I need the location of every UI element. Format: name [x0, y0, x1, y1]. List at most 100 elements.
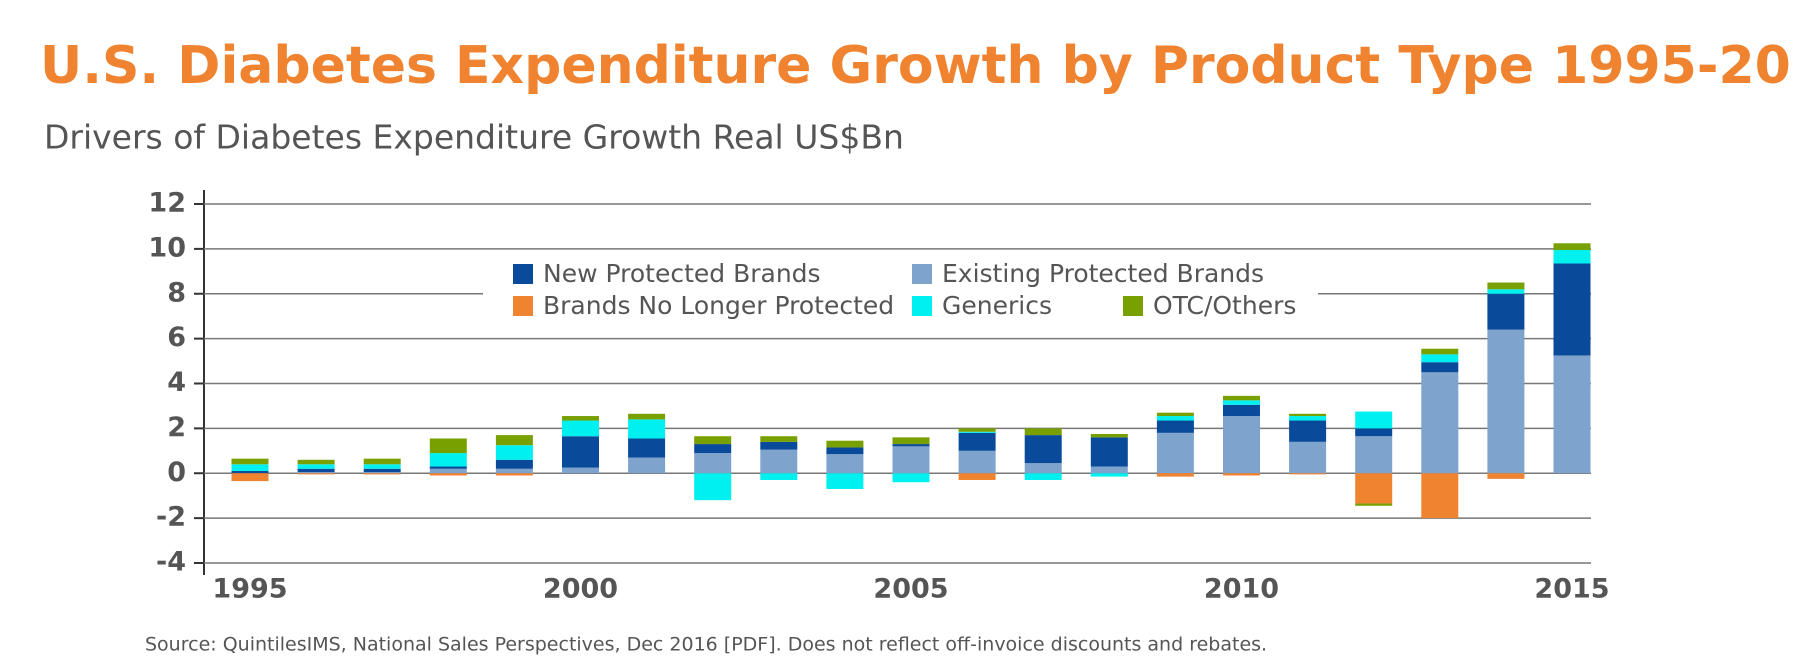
- bar-segment: [429, 466, 467, 469]
- bar-segment: [1024, 473, 1062, 480]
- y-tick-label: 2: [167, 412, 186, 443]
- bar-segment: [892, 437, 930, 445]
- bar-segment: [1289, 413, 1327, 417]
- bar-segment: [1156, 432, 1194, 474]
- bar-segment: [562, 420, 599, 437]
- legend-swatch: [912, 296, 932, 316]
- bar-segment: [1090, 466, 1128, 474]
- bar-segment: [1024, 428, 1062, 436]
- bar-segment: [1355, 503, 1393, 506]
- bar-segment: [1553, 243, 1591, 250]
- bar-segment: [562, 416, 599, 421]
- bar-segment: [297, 459, 335, 465]
- bar-segment: [958, 473, 996, 480]
- bar-segment: [1223, 473, 1260, 476]
- bar-segment: [1421, 372, 1459, 474]
- bar-segment: [892, 444, 930, 447]
- bar-segment: [429, 438, 467, 454]
- legend-label: Generics: [942, 291, 1052, 320]
- bar-segment: [1223, 404, 1260, 417]
- bar-segment: [1156, 420, 1194, 433]
- bar-segment: [760, 449, 798, 474]
- bar-segment: [429, 453, 467, 467]
- bar-segment: [1487, 289, 1525, 294]
- bar-segment: [1289, 420, 1327, 442]
- bar-segment: [297, 472, 335, 474]
- legend-label: New Protected Brands: [543, 259, 821, 288]
- bar-segment: [1421, 473, 1459, 519]
- y-tick-label: 6: [167, 322, 186, 353]
- bar-segment: [1355, 436, 1393, 474]
- bar-segment: [694, 444, 732, 454]
- bar-segment: [1355, 428, 1393, 437]
- y-tick-label: 4: [167, 367, 186, 398]
- bar-segment: [628, 457, 666, 474]
- bar-segment: [1355, 473, 1393, 504]
- bar-segment: [1487, 293, 1525, 330]
- x-tick-label: 2005: [873, 574, 948, 605]
- chart-subtitle: Drivers of Diabetes Expenditure Growth R…: [44, 118, 904, 157]
- bar-segment: [826, 473, 864, 489]
- bar-segment: [231, 471, 269, 474]
- legend-swatch: [1123, 296, 1143, 316]
- y-tick-label: 0: [167, 457, 186, 488]
- legend-label: OTC/Others: [1153, 291, 1296, 320]
- bar-segment: [826, 440, 864, 448]
- bar-segment: [694, 453, 732, 474]
- bar-segment: [760, 473, 798, 480]
- legend-label: Brands No Longer Protected: [543, 291, 894, 320]
- y-tick-label: 10: [148, 232, 186, 263]
- bar-segment: [628, 438, 666, 458]
- bar-segment: [1553, 355, 1591, 474]
- legend-box: [483, 259, 1318, 323]
- bar-segment: [760, 436, 798, 442]
- y-tick-label: 12: [148, 188, 186, 219]
- bar-segment: [297, 468, 335, 473]
- bar-segment: [1289, 473, 1327, 475]
- y-tick-label: 8: [167, 277, 186, 308]
- bar-segment: [1223, 400, 1260, 405]
- bar-segment: [958, 450, 996, 474]
- bar-segment: [495, 473, 533, 476]
- bar-segment: [958, 428, 996, 432]
- bar-segment: [363, 473, 401, 475]
- bar-segment: [1355, 411, 1393, 429]
- bar-segment: [495, 459, 533, 469]
- bar-segment: [1289, 441, 1327, 474]
- bar-segment: [1487, 473, 1525, 479]
- bar-segment: [562, 467, 599, 474]
- bar-segment: [297, 473, 335, 475]
- bar-segment: [1289, 416, 1327, 421]
- bar-segment: [1223, 416, 1260, 474]
- x-tick-label: 2000: [543, 574, 618, 605]
- bar-segment: [231, 473, 269, 482]
- bar-segment: [628, 413, 666, 420]
- legend-swatch: [513, 296, 533, 316]
- bar-segment: [562, 436, 599, 468]
- y-tick-label: -4: [156, 547, 186, 578]
- bar-segment: [363, 468, 401, 473]
- bar-segment: [1090, 437, 1128, 467]
- bar-segment: [1024, 435, 1062, 464]
- bar-segment: [429, 473, 467, 476]
- bar-segment: [1553, 263, 1591, 356]
- bar-segment: [1487, 282, 1525, 290]
- legend-swatch: [513, 264, 533, 284]
- bar-segment: [495, 468, 533, 474]
- bar-segment: [1421, 362, 1459, 373]
- bar-segment: [892, 473, 930, 483]
- bar-segment: [1024, 463, 1062, 474]
- bar-segment: [363, 472, 401, 474]
- bar-segment: [958, 431, 996, 433]
- bar-segment: [628, 419, 666, 439]
- bar-segment: [495, 435, 533, 446]
- bar-segment: [1421, 348, 1459, 355]
- legend-label: Existing Protected Brands: [942, 259, 1264, 288]
- bar-segment: [760, 441, 798, 450]
- bar-segment: [1156, 416, 1194, 421]
- bar-segment: [694, 473, 732, 501]
- bar-segment: [429, 468, 467, 474]
- x-tick-label: 2015: [1534, 574, 1609, 605]
- bar-segment: [1223, 395, 1260, 401]
